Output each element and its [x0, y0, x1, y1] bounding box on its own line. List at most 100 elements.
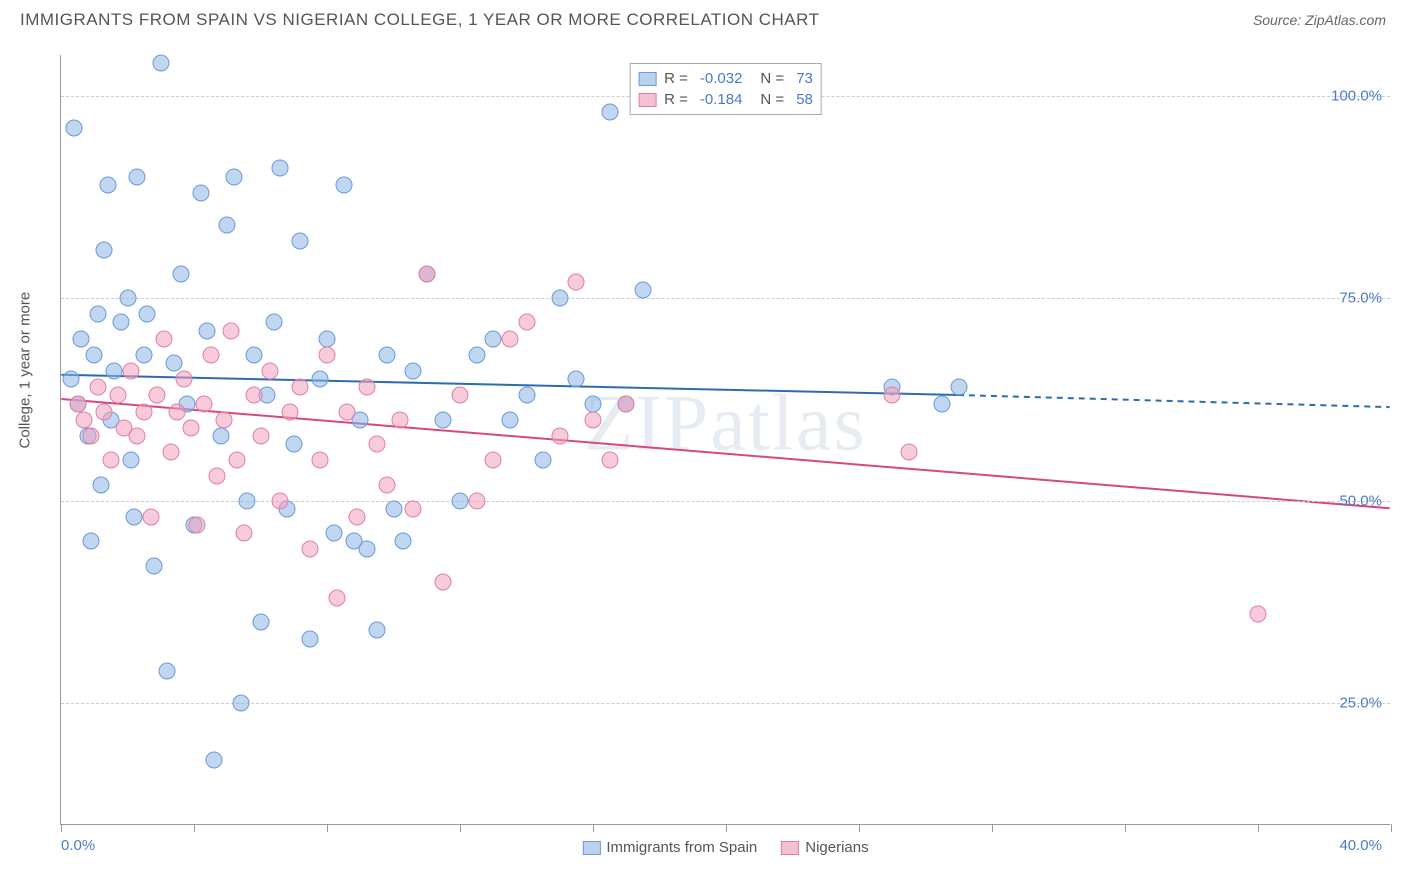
scatter-point: [378, 346, 395, 363]
scatter-point: [601, 103, 618, 120]
grid-line: [61, 703, 1390, 704]
scatter-point: [328, 590, 345, 607]
scatter-point: [518, 314, 535, 331]
x-tick: [327, 824, 328, 832]
scatter-point: [232, 695, 249, 712]
x-tick: [1258, 824, 1259, 832]
n-value: 58: [796, 91, 813, 108]
scatter-point: [405, 500, 422, 517]
y-tick-label: 25.0%: [1339, 695, 1382, 712]
legend-swatch: [638, 72, 656, 86]
scatter-point: [452, 387, 469, 404]
scatter-point: [169, 403, 186, 420]
scatter-point: [950, 379, 967, 396]
scatter-point: [136, 346, 153, 363]
scatter-point: [229, 452, 246, 469]
scatter-point: [86, 346, 103, 363]
plot-area: ZIPatlas R =-0.032N =73R =-0.184N =58 0.…: [60, 55, 1390, 825]
scatter-point: [302, 541, 319, 558]
scatter-point: [106, 363, 123, 380]
scatter-point: [66, 119, 83, 136]
scatter-point: [368, 622, 385, 639]
scatter-point: [884, 387, 901, 404]
scatter-point: [551, 427, 568, 444]
header: IMMIGRANTS FROM SPAIN VS NIGERIAN COLLEG…: [0, 0, 1406, 35]
scatter-point: [348, 509, 365, 526]
scatter-point: [585, 395, 602, 412]
legend-label: Nigerians: [805, 839, 868, 856]
scatter-point: [518, 387, 535, 404]
scatter-point: [392, 411, 409, 428]
scatter-point: [325, 525, 342, 542]
r-label: R =: [664, 70, 688, 87]
y-tick-label: 50.0%: [1339, 492, 1382, 509]
scatter-point: [89, 379, 106, 396]
scatter-point: [192, 184, 209, 201]
scatter-point: [152, 55, 169, 72]
scatter-point: [222, 322, 239, 339]
scatter-point: [62, 371, 79, 388]
scatter-point: [252, 427, 269, 444]
scatter-point: [199, 322, 216, 339]
scatter-point: [252, 614, 269, 631]
scatter-point: [385, 500, 402, 517]
scatter-point: [634, 282, 651, 299]
scatter-point: [272, 492, 289, 509]
r-value: -0.184: [700, 91, 743, 108]
scatter-point: [618, 395, 635, 412]
scatter-point: [122, 363, 139, 380]
scatter-point: [146, 557, 163, 574]
scatter-point: [501, 330, 518, 347]
scatter-point: [358, 541, 375, 558]
scatter-point: [934, 395, 951, 412]
watermark: ZIPatlas: [584, 379, 867, 470]
scatter-point: [76, 411, 93, 428]
scatter-point: [312, 452, 329, 469]
scatter-point: [245, 346, 262, 363]
scatter-point: [378, 476, 395, 493]
legend-label: Immigrants from Spain: [606, 839, 757, 856]
scatter-point: [189, 517, 206, 534]
scatter-point: [82, 427, 99, 444]
scatter-point: [468, 346, 485, 363]
scatter-point: [245, 387, 262, 404]
scatter-point: [92, 476, 109, 493]
scatter-point: [272, 160, 289, 177]
correlation-row: R =-0.184N =58: [638, 89, 813, 110]
scatter-point: [282, 403, 299, 420]
scatter-point: [292, 379, 309, 396]
scatter-point: [225, 168, 242, 185]
scatter-point: [96, 241, 113, 258]
correlation-row: R =-0.032N =73: [638, 68, 813, 89]
x-tick: [1391, 824, 1392, 832]
scatter-point: [99, 176, 116, 193]
scatter-point: [195, 395, 212, 412]
scatter-point: [96, 403, 113, 420]
x-tick: [460, 824, 461, 832]
series-legend: Immigrants from Spain Nigerians: [582, 839, 868, 856]
scatter-point: [485, 452, 502, 469]
r-value: -0.032: [700, 70, 743, 87]
grid-line: [61, 298, 1390, 299]
scatter-point: [292, 233, 309, 250]
scatter-point: [219, 217, 236, 234]
scatter-point: [262, 363, 279, 380]
y-tick-label: 75.0%: [1339, 290, 1382, 307]
scatter-point: [215, 411, 232, 428]
x-axis-min-label: 0.0%: [61, 837, 95, 854]
scatter-point: [149, 387, 166, 404]
x-tick: [593, 824, 594, 832]
chart-container: College, 1 year or more ZIPatlas R =-0.0…: [40, 55, 1390, 825]
scatter-point: [239, 492, 256, 509]
scatter-point: [319, 330, 336, 347]
scatter-point: [172, 265, 189, 282]
source-attribution: Source: ZipAtlas.com: [1253, 12, 1386, 28]
scatter-point: [900, 444, 917, 461]
scatter-point: [452, 492, 469, 509]
scatter-point: [485, 330, 502, 347]
correlation-legend: R =-0.032N =73R =-0.184N =58: [629, 63, 822, 115]
scatter-point: [405, 363, 422, 380]
scatter-point: [418, 265, 435, 282]
scatter-point: [182, 419, 199, 436]
scatter-point: [102, 452, 119, 469]
